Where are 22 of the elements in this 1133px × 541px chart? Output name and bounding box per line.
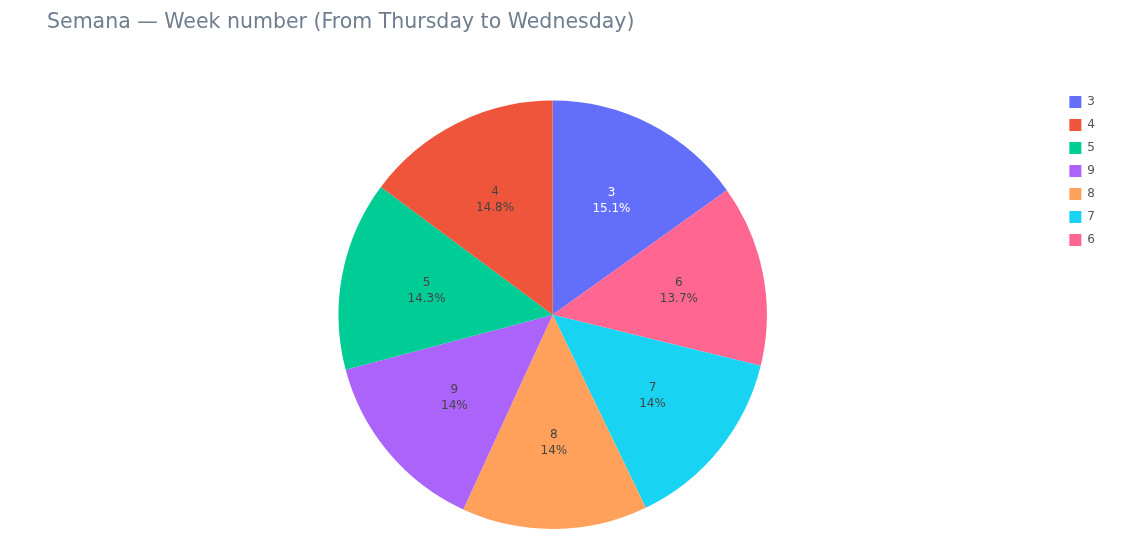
- legend-label: 6: [1087, 232, 1096, 247]
- data-label: 14%: [639, 395, 666, 410]
- slice-label: 6: [675, 274, 683, 289]
- slice-label: 4: [491, 184, 499, 199]
- data-label: 15.1%: [592, 200, 631, 215]
- slice-label: 9: [450, 381, 459, 396]
- legend-label: 9: [1087, 163, 1096, 178]
- legend-label: 7: [1087, 209, 1096, 224]
- data-label: 14.3%: [407, 290, 446, 305]
- data-label: 14%: [540, 443, 568, 458]
- legend-label: 4: [1087, 117, 1096, 132]
- legend-label: 5: [1087, 140, 1096, 155]
- slice-label: 5: [422, 274, 431, 289]
- legend-label: 3: [1087, 94, 1096, 109]
- data-label: 14%: [441, 397, 468, 412]
- chart-title: Semana — Week number (From Thursday to Wednesday): [47, 8, 635, 33]
- data-label: 13.7%: [659, 290, 698, 305]
- slice-label: 8: [550, 427, 558, 442]
- legend-label: 8: [1087, 186, 1096, 201]
- data-label: 14.8%: [475, 200, 515, 215]
- slice-label: 3: [607, 184, 616, 199]
- slice-label: 7: [648, 379, 657, 394]
